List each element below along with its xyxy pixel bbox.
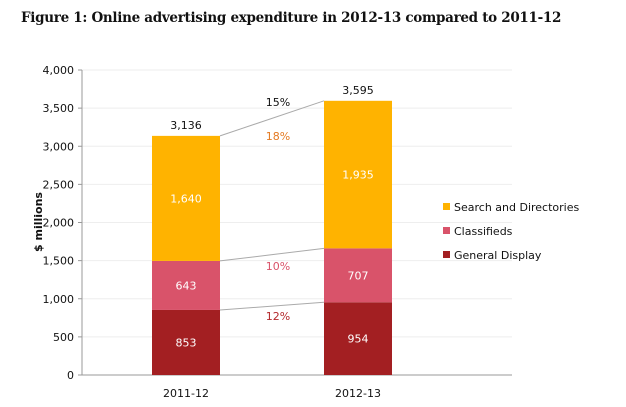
data-label: 1,935 [342,169,374,182]
bar-segment [152,309,220,375]
growth-label: 18% [266,130,290,143]
total-label: 3,595 [342,84,374,97]
bar-segment [152,260,220,310]
y-tick-label: 3,500 [43,102,75,115]
connector-line [219,100,325,137]
legend-label: Classifieds [454,225,513,238]
data-label: 707 [348,269,369,282]
y-axis-label: $ millions [32,192,45,252]
total-growth-label: 15% [266,96,290,109]
growth-label: 12% [266,310,290,323]
legend-swatch [443,227,450,234]
bar-segment [324,248,392,303]
chart-title: Figure 1: Online advertising expenditure… [21,10,562,26]
y-tick-label: 1,500 [43,255,75,268]
y-tick-label: 3,000 [43,140,75,153]
legend-label: Search and Directories [454,201,579,214]
y-tick-label: 1,000 [43,293,75,306]
x-tick-label: 2011-12 [163,387,209,400]
x-tick-label: 2012-13 [335,387,381,400]
data-label: 1,640 [170,192,202,205]
legend-swatch [443,203,450,210]
total-label: 3,136 [170,119,202,132]
y-tick-label: 500 [53,331,74,344]
connector-line [219,301,325,311]
data-label: 643 [176,279,197,292]
bar-segment [324,100,392,249]
legend-swatch [443,251,450,258]
bar-segment [152,135,220,261]
legend-label: General Display [454,249,542,262]
y-tick-label: 2,000 [43,217,75,230]
growth-label: 10% [266,260,290,273]
y-tick-label: 2,500 [43,178,75,191]
data-label: 954 [348,333,369,346]
bar-segment [324,302,392,375]
data-label: 853 [176,336,197,349]
connector-line [219,247,325,262]
y-tick-label: 4,000 [43,64,75,77]
y-tick-label: 0 [67,369,74,382]
